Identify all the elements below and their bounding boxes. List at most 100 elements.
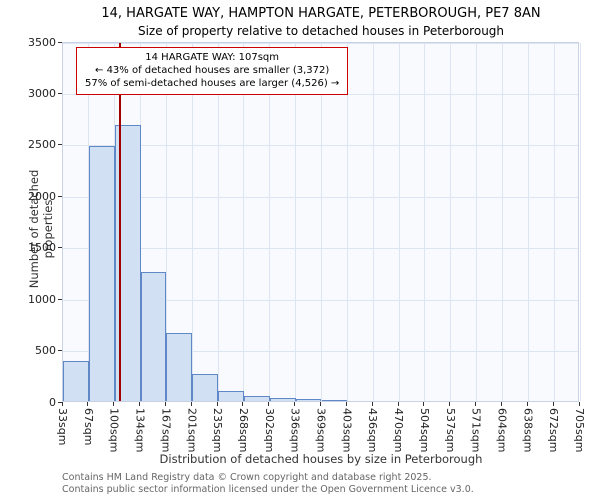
histogram-bar <box>295 399 322 401</box>
y-tick-label: 2000 <box>28 189 56 203</box>
x-tick-label: 134sqm <box>133 408 147 453</box>
plot-area: 14 HARGATE WAY: 107sqm ← 43% of detached… <box>62 42 581 402</box>
v-gridline <box>501 43 503 401</box>
histogram-bar <box>114 125 141 401</box>
x-tick-label: 201sqm <box>185 408 199 453</box>
footer-line-2: Contains public sector information licen… <box>62 483 474 495</box>
y-tick-label: 1500 <box>28 241 56 255</box>
x-tick-label: 167sqm <box>159 408 173 453</box>
v-gridline <box>140 43 142 401</box>
v-gridline <box>553 43 555 401</box>
x-tick-mark <box>268 402 270 406</box>
x-tick-mark <box>552 402 554 406</box>
y-tick-mark <box>58 401 62 403</box>
x-tick-label: 638sqm <box>521 408 535 453</box>
v-gridline <box>269 43 271 401</box>
v-gridline <box>476 43 478 401</box>
property-marker-line <box>119 43 122 401</box>
x-tick-label: 470sqm <box>392 408 406 453</box>
x-tick-mark <box>139 402 141 406</box>
h-gridline <box>63 145 578 147</box>
histogram-bar <box>88 145 115 401</box>
x-tick-mark <box>397 402 399 406</box>
annotation-line-1: 14 HARGATE WAY: 107sqm <box>145 52 280 63</box>
x-tick-label: 436sqm <box>366 408 380 453</box>
y-tick-label: 3000 <box>28 86 56 100</box>
x-tick-mark <box>216 402 218 406</box>
annotation-line-2: ← 43% of detached houses are smaller (3,… <box>95 65 330 76</box>
y-tick-mark <box>58 144 62 146</box>
v-gridline <box>398 43 400 401</box>
h-gridline <box>63 299 578 301</box>
x-tick-label: 336sqm <box>288 408 302 453</box>
v-gridline <box>243 43 245 401</box>
x-tick-mark <box>294 402 296 406</box>
x-tick-mark <box>164 402 166 406</box>
x-tick-label: 537sqm <box>443 408 457 453</box>
y-tick-label: 0 <box>49 395 56 409</box>
histogram-bar <box>192 374 219 401</box>
x-tick-mark <box>526 402 528 406</box>
histogram-bar <box>321 399 348 401</box>
y-tick-label: 2500 <box>28 138 56 152</box>
y-tick-mark <box>58 298 62 300</box>
y-tick-mark <box>58 350 62 352</box>
x-axis-label: Distribution of detached houses by size … <box>159 452 483 466</box>
annotation-line-3: 57% of semi-detached houses are larger (… <box>85 78 340 89</box>
y-tick-mark <box>58 195 62 197</box>
x-tick-mark <box>423 402 425 406</box>
chart-title: 14, HARGATE WAY, HAMPTON HARGATE, PETERB… <box>101 6 541 21</box>
chart-subtitle: Size of property relative to detached ho… <box>137 24 505 38</box>
x-tick-mark <box>87 402 89 406</box>
x-tick-label: 33sqm <box>56 408 69 446</box>
y-tick-label: 500 <box>35 344 56 358</box>
y-tick-mark <box>58 247 62 249</box>
annotation-box: 14 HARGATE WAY: 107sqm ← 43% of detached… <box>76 47 349 95</box>
x-tick-label: 369sqm <box>314 408 328 453</box>
x-tick-label: 235sqm <box>211 408 225 453</box>
y-tick-mark <box>58 92 62 94</box>
x-tick-mark <box>578 402 580 406</box>
h-gridline <box>63 42 578 44</box>
histogram-bar <box>166 333 193 401</box>
v-gridline <box>346 43 348 401</box>
v-gridline <box>295 43 297 401</box>
v-gridline <box>372 43 374 401</box>
x-tick-label: 705sqm <box>573 408 586 453</box>
x-tick-label: 604sqm <box>495 408 509 453</box>
x-tick-mark <box>345 402 347 406</box>
footer-line-1: Contains HM Land Registry data © Crown c… <box>62 472 432 483</box>
histogram-bar <box>243 395 270 401</box>
y-tick-label: 1000 <box>28 292 56 306</box>
x-tick-label: 504sqm <box>417 408 431 453</box>
y-tick-label: 3500 <box>28 35 56 49</box>
y-tick-mark <box>58 41 62 43</box>
x-tick-mark <box>449 402 451 406</box>
v-gridline <box>527 43 529 401</box>
x-tick-mark <box>500 402 502 406</box>
x-tick-label: 268sqm <box>236 408 250 453</box>
x-tick-mark <box>475 402 477 406</box>
histogram-bar <box>63 360 89 401</box>
v-gridline <box>217 43 219 401</box>
v-gridline <box>450 43 452 401</box>
x-tick-label: 571sqm <box>469 408 483 453</box>
x-tick-label: 403sqm <box>340 408 354 453</box>
x-tick-label: 100sqm <box>107 408 121 453</box>
x-tick-label: 302sqm <box>262 408 276 453</box>
v-gridline <box>424 43 426 401</box>
v-gridline <box>165 43 167 401</box>
h-gridline <box>63 196 578 198</box>
x-tick-mark <box>242 402 244 406</box>
x-tick-label: 67sqm <box>81 408 95 446</box>
footer: Contains HM Land Registry data © Crown c… <box>62 472 592 496</box>
histogram-bar <box>140 272 167 401</box>
x-tick-mark <box>320 402 321 406</box>
histogram-bar <box>218 390 244 401</box>
h-gridline <box>63 351 578 353</box>
v-gridline <box>191 43 193 401</box>
x-tick-mark <box>190 402 192 406</box>
h-gridline <box>63 248 578 250</box>
x-tick-label: 672sqm <box>547 408 561 453</box>
